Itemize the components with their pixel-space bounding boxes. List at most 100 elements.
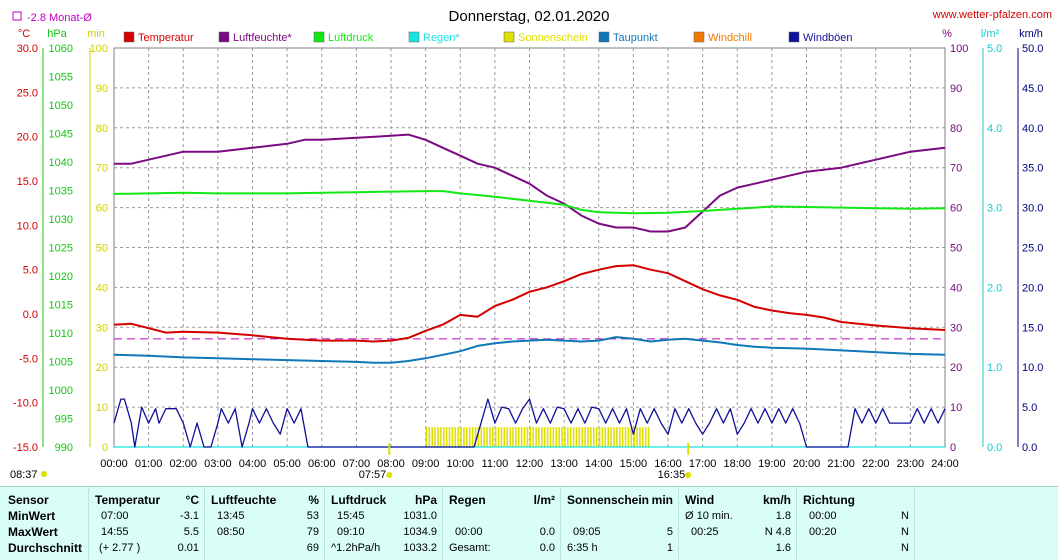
sunshine-bar <box>532 427 534 447</box>
tick-min: 20 <box>96 362 108 374</box>
humidity-header: Luftfeuchte <box>211 493 277 507</box>
tick-time: 13:00 <box>550 458 578 470</box>
temperature-avg-value: 0.01 <box>177 542 199 554</box>
column-direction: Richtung 00:00 N 00:20 N N <box>796 487 915 560</box>
sunshine-bar <box>604 427 607 447</box>
direction-header: Richtung <box>803 493 855 507</box>
tick-time: 20:00 <box>793 458 821 470</box>
sunshine-total: 6:35 h <box>567 542 598 554</box>
sunshine-bar <box>552 427 555 447</box>
legend-swatch <box>313 31 325 43</box>
tick-time: 12:00 <box>516 458 544 470</box>
legend-label: Windchill <box>708 32 752 44</box>
column-empty <box>914 487 1058 560</box>
sunshine-bar <box>503 427 506 447</box>
sunshine-bar <box>538 427 540 447</box>
unit-lm2: l/m² <box>981 28 1000 40</box>
sunshine-bar <box>610 427 612 447</box>
sunshine-bar <box>564 427 566 447</box>
pressure-header: Luftdruck <box>331 493 387 507</box>
sunshine-bar <box>457 427 459 447</box>
tick-hpa: 1015 <box>49 300 73 312</box>
tick-lm2: 4.0 <box>987 123 1002 135</box>
column-rain: Regen l/m² 00:00 0.0 Gesamt: 0.0 <box>442 487 561 560</box>
tick-time: 24:00 <box>931 458 959 470</box>
tick-time: 17:00 <box>689 458 717 470</box>
unit-hpa: hPa <box>47 28 67 40</box>
temperatur-line <box>113 264 946 343</box>
legend-label: Luftdruck <box>328 32 374 44</box>
row-label-avg: Durchschnitt <box>8 541 83 555</box>
sunshine-bar <box>489 427 491 447</box>
sunshine-bar <box>584 427 586 447</box>
tick-kmh: 40.0 <box>1022 123 1043 135</box>
luftfeuchte-line <box>114 133 946 233</box>
legend-swatch <box>693 31 705 43</box>
sunshine-bar <box>486 427 488 447</box>
sunshine-bar <box>466 427 468 447</box>
sunshine-bar <box>543 427 546 447</box>
wind-avg10-value: 1.8 <box>775 510 791 522</box>
tick-time: 03:00 <box>204 458 232 470</box>
windb-en-line <box>113 398 946 448</box>
sunshine-bar <box>483 427 485 447</box>
sunshine-bar <box>474 427 477 447</box>
wind-unit: km/h <box>762 493 791 507</box>
tick-celsius: 10.0 <box>17 220 38 232</box>
wind-avg-value: 1.6 <box>775 542 791 554</box>
unit-percent: % <box>942 28 952 40</box>
legend-swatch <box>408 31 420 43</box>
column-row-labels: Sensor MinWert MaxWert Durchschnitt <box>0 487 88 560</box>
column-pressure: Luftdruck hPa 15:45 1031.0 09:10 1034.9 … <box>324 487 443 560</box>
tick-percent: 50 <box>950 243 962 255</box>
temperature-header: Temperatur <box>95 493 161 507</box>
sunshine-bar <box>590 427 592 447</box>
column-temperature: Temperatur °C 07:00 -3.1 14:55 5.5 (+ 2.… <box>88 487 205 560</box>
sunshine-bar <box>541 427 543 447</box>
tick-percent: 70 <box>950 163 962 175</box>
sunshine-bar <box>494 427 497 447</box>
sunshine-bar <box>592 427 595 447</box>
rain-header: Regen <box>449 493 486 507</box>
sunshine-bar <box>491 427 494 447</box>
pressure-min-time: 15:45 <box>337 510 365 522</box>
sunshine-bar <box>535 427 537 447</box>
tick-time: 19:00 <box>758 458 786 470</box>
tick-min: 0 <box>102 442 108 454</box>
row-label-min: MinWert <box>8 509 56 523</box>
tick-kmh: 50.0 <box>1022 43 1043 55</box>
tick-percent: 20 <box>950 362 962 374</box>
legend-label: Sonnenschein <box>518 32 588 44</box>
sunshine-bar <box>642 427 644 447</box>
tick-time: 05:00 <box>273 458 301 470</box>
sunshine-bar <box>639 427 641 447</box>
sunshine-bar <box>616 427 618 447</box>
tick-time: 21:00 <box>827 458 855 470</box>
sunshine-bar <box>515 427 517 447</box>
rain-max-time: 00:00 <box>455 526 483 538</box>
sunshine-bar <box>451 427 454 447</box>
taupunkt-line <box>113 336 946 364</box>
sunshine-bar <box>454 427 457 447</box>
tick-time: 01:00 <box>135 458 163 470</box>
site-url: www.wetter-pfalzen.com <box>932 9 1052 21</box>
tick-min: 80 <box>96 123 108 135</box>
sunshine-bar <box>633 427 635 447</box>
tick-time: 02:00 <box>169 458 197 470</box>
sunshine-bar <box>546 427 549 447</box>
luftdruck-line <box>113 190 946 215</box>
tick-time: 06:00 <box>308 458 336 470</box>
sunshine-bar <box>526 427 529 447</box>
sunshine-bar <box>618 427 621 447</box>
humidity-unit: % <box>308 493 319 507</box>
sunshine-bar <box>549 427 552 447</box>
tick-kmh: 10.0 <box>1022 362 1043 374</box>
sunshine-bar <box>581 427 584 447</box>
rain-total-label: Gesamt: <box>449 542 491 554</box>
direction-max-value: N <box>901 526 909 538</box>
sunset-time: 16:35 <box>658 469 686 481</box>
sunset-icon <box>685 472 692 478</box>
tick-lm2: 2.0 <box>987 282 1002 294</box>
humidity-max-time: 08:50 <box>217 526 245 538</box>
sunshine-header: Sonnenschein <box>567 493 650 507</box>
